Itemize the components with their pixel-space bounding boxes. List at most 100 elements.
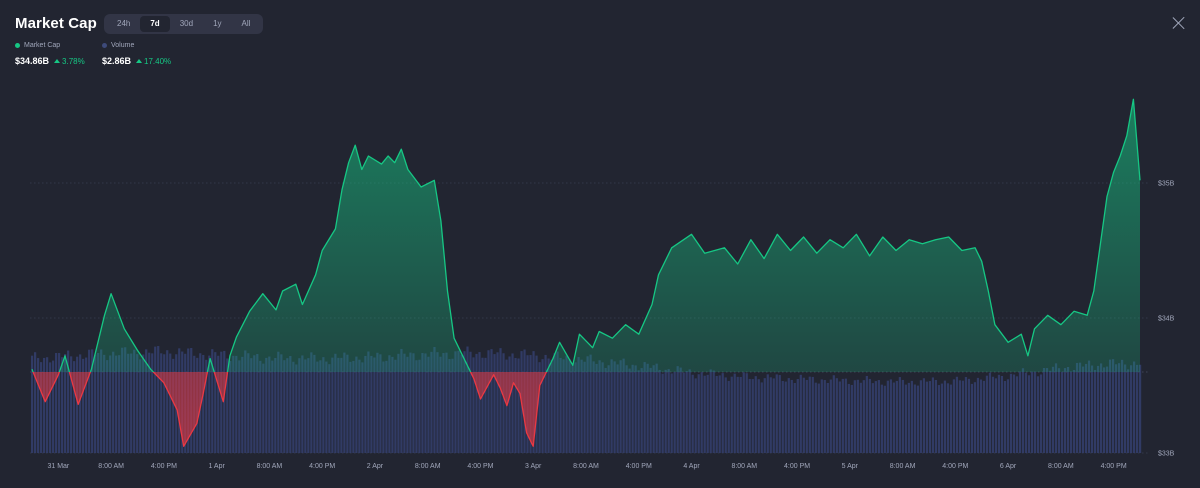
x-tick-label: 8:00 AM xyxy=(731,463,757,470)
volume-bar xyxy=(859,382,862,453)
volume-bar xyxy=(286,358,289,453)
volume-bar xyxy=(904,384,907,453)
volume-bar xyxy=(472,357,475,453)
volume-bar xyxy=(109,355,112,453)
volume-bar xyxy=(577,357,580,453)
volume-bar xyxy=(454,351,457,453)
volume-bar xyxy=(847,383,850,453)
volume-bar xyxy=(844,378,847,453)
tab-all[interactable]: All xyxy=(241,19,251,28)
x-tick-label: 3 Apr xyxy=(525,463,542,470)
volume-value: $2.86B xyxy=(102,56,132,66)
volume-bar xyxy=(610,359,613,453)
volume-bar xyxy=(40,362,43,453)
y-tick-label: $33B xyxy=(1158,451,1175,458)
volume-bar xyxy=(163,354,166,453)
volume-bar xyxy=(154,346,157,453)
x-tick-label: 8:00 AM xyxy=(98,463,124,470)
volume-bar xyxy=(1003,380,1007,453)
volume-bar xyxy=(169,353,172,453)
volume-bar xyxy=(121,347,124,453)
volume-bar xyxy=(139,359,142,453)
volume-bar xyxy=(100,349,103,453)
volume-bar xyxy=(625,365,628,453)
tab-1y[interactable]: 1y xyxy=(213,19,222,28)
volume-bar xyxy=(715,375,718,453)
volume-bar xyxy=(340,357,343,453)
volume-bar xyxy=(841,378,844,453)
legend-volume[interactable]: Volume xyxy=(102,42,134,49)
volume-bar xyxy=(547,358,550,453)
volume-bar xyxy=(49,362,52,453)
x-tick-label: 6 Apr xyxy=(1000,463,1017,470)
volume-bar xyxy=(670,373,673,453)
x-tick-label: 8:00 AM xyxy=(573,463,599,470)
volume-bar xyxy=(886,380,889,453)
volume-bar xyxy=(985,375,989,453)
volume-bar xyxy=(373,357,376,453)
volume-bar xyxy=(292,361,295,453)
x-tick-label: 31 Mar xyxy=(47,463,69,470)
volume-bar xyxy=(1072,369,1076,453)
volume-bar xyxy=(460,354,463,453)
volume-bar xyxy=(811,376,814,453)
volume-bar xyxy=(682,372,685,453)
volume-bar xyxy=(1096,365,1100,453)
tab-7d[interactable]: 7d xyxy=(140,16,170,32)
volume-bar xyxy=(1060,371,1064,453)
volume-bar xyxy=(433,347,436,453)
x-tick-label: 4:00 PM xyxy=(309,463,335,470)
legend-market-cap[interactable]: Market Cap xyxy=(15,42,60,49)
volume-bar xyxy=(445,352,448,453)
volume-bar xyxy=(1114,364,1118,453)
volume-bar xyxy=(37,358,40,453)
volume-bar xyxy=(973,382,977,453)
volume-bar xyxy=(355,356,358,453)
volume-bars xyxy=(31,346,1142,453)
volume-bar xyxy=(82,358,85,453)
volume-bar xyxy=(793,382,796,453)
volume-bar xyxy=(400,348,403,453)
volume-bar xyxy=(913,384,916,453)
volume-bar xyxy=(46,357,49,453)
volume-bar xyxy=(1135,364,1139,453)
volume-bar xyxy=(334,353,337,453)
volume-bar xyxy=(148,352,151,453)
volume-change: 17.40% xyxy=(136,57,171,66)
volume-bar xyxy=(775,374,778,453)
volume-bar xyxy=(916,385,919,453)
volume-bar xyxy=(604,367,607,453)
market-cap-change-text: 3.78% xyxy=(62,56,85,66)
volume-bar xyxy=(166,350,169,453)
volume-bar xyxy=(778,375,781,453)
tab-24h[interactable]: 24h xyxy=(117,19,131,28)
page-title: Market Cap xyxy=(15,15,97,32)
volume-bar xyxy=(892,382,895,453)
volume-bar xyxy=(328,364,331,453)
volume-bar xyxy=(1066,367,1070,453)
volume-bar xyxy=(277,351,280,453)
volume-bar xyxy=(475,353,478,453)
tab-30d[interactable]: 30d xyxy=(179,19,194,28)
volume-bar xyxy=(268,356,271,453)
volume-bar xyxy=(1117,363,1121,453)
volume-bar xyxy=(928,381,932,453)
volume-bar xyxy=(118,355,121,453)
volume-bar xyxy=(733,373,736,453)
volume-bar xyxy=(757,379,760,453)
volume-bar xyxy=(673,371,676,453)
volume-bar xyxy=(790,379,793,453)
volume-bar xyxy=(397,353,400,453)
volume-bar xyxy=(325,361,328,453)
volume-bar xyxy=(592,361,595,453)
volume-bar xyxy=(1027,375,1031,453)
volume-bar xyxy=(442,353,445,453)
volume-bar xyxy=(931,377,935,453)
volume-bar xyxy=(79,354,82,453)
volume-change-text: 17.40% xyxy=(144,56,172,66)
volume-bar xyxy=(1021,368,1025,453)
volume-bar xyxy=(283,360,286,453)
volume-bar xyxy=(652,365,655,453)
volume-bar xyxy=(598,360,601,453)
